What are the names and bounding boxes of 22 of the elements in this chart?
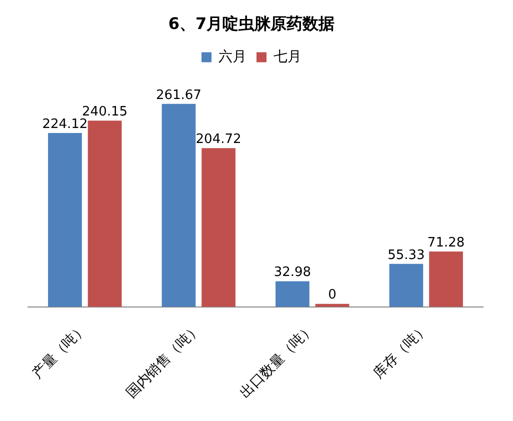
data-label: 224.12 (42, 116, 88, 132)
x-tick-label: 出口数量（吨） (237, 320, 318, 402)
data-label: 261.67 (156, 88, 202, 103)
bar (389, 264, 424, 307)
data-label: 240.15 (82, 104, 128, 120)
data-label: 204.72 (196, 132, 242, 147)
x-tick-label: 国内销售（吨） (123, 320, 204, 402)
bar (162, 104, 196, 307)
legend-label: 六月 (218, 48, 246, 65)
chart-title: 6、7月啶虫脒原药数据 (168, 14, 335, 33)
data-label: 55.33 (388, 248, 425, 263)
data-label: 0 (328, 288, 336, 303)
bar (48, 133, 82, 307)
x-tick-label: 产量（吨） (29, 320, 90, 382)
bar (276, 281, 310, 307)
bar (202, 148, 236, 307)
x-tick-label: 库存（吨） (370, 320, 432, 382)
data-label: 71.28 (427, 235, 465, 250)
bar (88, 120, 122, 307)
bar (429, 252, 463, 307)
data-label: 32.98 (274, 265, 312, 280)
legend-label: 七月 (274, 48, 302, 65)
